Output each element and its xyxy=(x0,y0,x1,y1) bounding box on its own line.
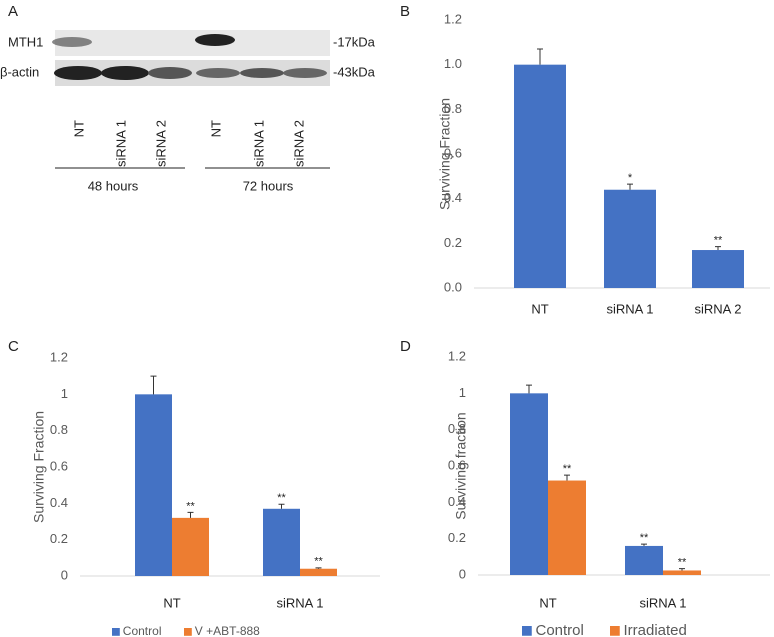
y-tick-label: 0.6 xyxy=(50,458,68,473)
legend-label: Irradiated xyxy=(624,622,687,637)
marker-label: -17kDa xyxy=(333,34,376,49)
y-tick-label: 1.0 xyxy=(444,56,462,71)
bar xyxy=(604,189,656,288)
lane-label: NT xyxy=(208,120,223,137)
band xyxy=(54,66,102,80)
bar xyxy=(172,517,209,576)
y-tick-label: 0.4 xyxy=(448,494,466,509)
legend-swatch xyxy=(112,628,120,636)
significance: * xyxy=(628,172,633,184)
lane-label: NT xyxy=(71,120,86,137)
group-label: 48 hours xyxy=(88,178,139,193)
blot-panel: A MTH1 β-actin -17kDa -43kDa 48 hours 72… xyxy=(0,3,376,193)
y-tick-label: 0.4 xyxy=(444,190,462,205)
y-tick-label: 1.2 xyxy=(444,11,462,26)
y-tick-label: 0.8 xyxy=(444,101,462,116)
y-tick-label: 1.2 xyxy=(50,349,68,364)
x-tick-label: NT xyxy=(539,595,556,610)
y-tick-label: 0.0 xyxy=(444,279,462,294)
significance: ** xyxy=(640,532,649,544)
lane-label: siRNA 2 xyxy=(153,120,168,167)
error-bar xyxy=(679,568,685,571)
band xyxy=(52,37,92,47)
error-bar xyxy=(641,543,647,546)
y-tick-label: 1 xyxy=(459,385,466,400)
error-bar xyxy=(715,246,721,251)
band xyxy=(195,34,235,46)
y-tick-label: 0.6 xyxy=(448,457,466,472)
y-tick-label: 1 xyxy=(61,386,68,401)
legend-label: Control xyxy=(123,624,162,637)
error-bar xyxy=(627,183,633,190)
bar xyxy=(548,480,586,575)
group-label: 72 hours xyxy=(243,178,294,193)
bar xyxy=(663,570,701,575)
bar xyxy=(510,393,548,575)
significance: ** xyxy=(277,492,286,504)
y-axis-label: Surviving Fraction xyxy=(31,411,47,523)
lane-label: siRNA 2 xyxy=(291,120,306,167)
y-tick-label: 0.2 xyxy=(448,530,466,545)
y-tick-label: 1.2 xyxy=(448,348,466,363)
error-bar xyxy=(187,511,194,518)
legend-swatch xyxy=(522,626,532,636)
significance: ** xyxy=(714,235,723,247)
y-tick-label: 0.4 xyxy=(50,495,68,510)
legend-label: Control xyxy=(536,622,584,637)
significance: ** xyxy=(563,463,572,475)
significance: ** xyxy=(186,500,195,512)
y-tick-label: 0.2 xyxy=(50,531,68,546)
marker-label: -43kDa xyxy=(333,64,376,79)
bar xyxy=(135,394,172,576)
error-bar xyxy=(526,384,532,394)
panel-label: B xyxy=(400,3,410,20)
band xyxy=(240,68,284,78)
x-tick-label: siRNA 1 xyxy=(277,595,324,610)
protein-label: β-actin xyxy=(0,64,39,79)
panel-label: A xyxy=(8,3,18,20)
legend-swatch xyxy=(184,628,192,636)
band xyxy=(283,68,327,78)
bar xyxy=(692,250,744,288)
y-tick-label: 0.8 xyxy=(448,421,466,436)
y-axis-label: Surviving fraction xyxy=(453,412,469,519)
error-bar xyxy=(150,375,157,395)
legend-label: V +ABT-888 xyxy=(195,624,260,637)
x-tick-label: NT xyxy=(163,595,180,610)
blot-strip xyxy=(55,30,330,56)
x-tick-label: siRNA 2 xyxy=(695,301,742,316)
x-tick-label: NT xyxy=(531,301,548,316)
bar xyxy=(300,568,337,576)
y-axis-label: Surviving Fraction xyxy=(437,98,453,210)
bar xyxy=(625,545,663,575)
lane-label: siRNA 1 xyxy=(113,120,128,167)
error-bar xyxy=(537,48,543,65)
y-tick-label: 0 xyxy=(61,567,68,582)
lane-label: siRNA 1 xyxy=(251,120,266,167)
band xyxy=(148,67,192,79)
y-tick-label: 0.6 xyxy=(444,145,462,160)
significance: ** xyxy=(678,557,687,569)
error-bar xyxy=(564,474,570,481)
bar xyxy=(514,64,566,289)
error-bar xyxy=(315,567,322,569)
y-tick-label: 0.2 xyxy=(444,235,462,250)
panel-label: C xyxy=(8,338,19,355)
panel-label: D xyxy=(400,338,411,355)
band xyxy=(196,68,240,78)
x-tick-label: siRNA 1 xyxy=(640,595,687,610)
band xyxy=(101,66,149,80)
y-tick-label: 0 xyxy=(459,566,466,581)
error-bar xyxy=(278,503,285,509)
x-tick-label: siRNA 1 xyxy=(607,301,654,316)
y-tick-label: 0.8 xyxy=(50,422,68,437)
protein-label: MTH1 xyxy=(8,34,43,49)
bar xyxy=(263,508,300,576)
legend-swatch xyxy=(610,626,620,636)
significance: ** xyxy=(314,556,323,568)
